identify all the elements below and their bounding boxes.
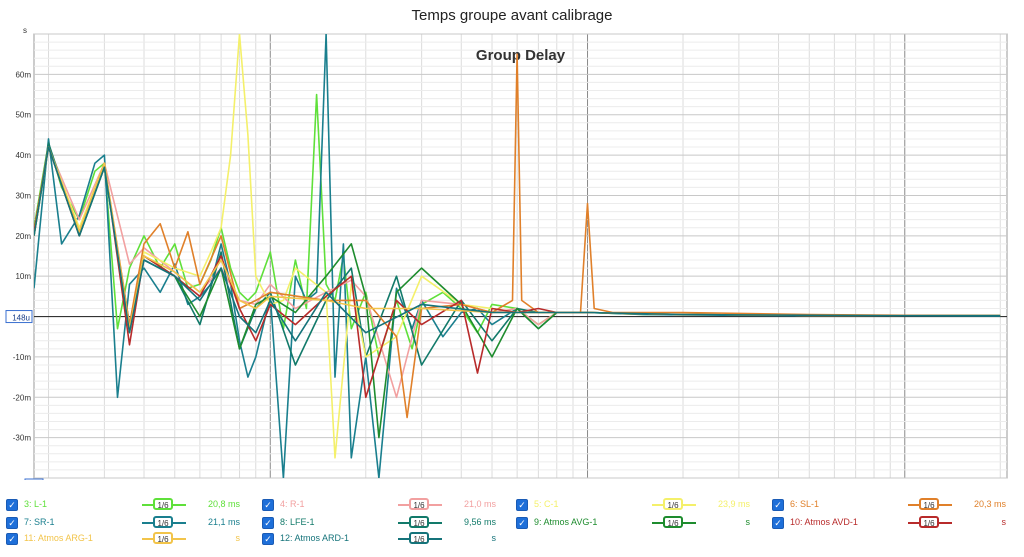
smoothing-label: 1/6 bbox=[919, 516, 939, 528]
y-tick-label: 60m bbox=[15, 70, 31, 79]
legend-series-name: 7: SR-1 bbox=[24, 517, 55, 527]
series-visibility-checkbox[interactable]: ✓ bbox=[516, 517, 528, 529]
legend-entry: ✓ 9: Atmos AVG-1 1/6 s bbox=[516, 515, 766, 533]
y-tick-label: -10m bbox=[13, 353, 32, 362]
legend-entry: ✓ 5: C-1 1/6 23,9 ms bbox=[516, 497, 766, 515]
legend-entry: ✓ 7: SR-1 1/6 21,1 ms bbox=[6, 515, 256, 533]
smoothing-label: 1/6 bbox=[409, 498, 429, 510]
y-tick-label: -20m bbox=[13, 393, 32, 402]
reference-marker-box bbox=[5, 310, 33, 324]
legend-entry: ✓ 8: LFE-1 1/6 9,56 ms bbox=[262, 515, 512, 533]
legend-entry: ✓ 10: Atmos AVD-1 1/6 s bbox=[772, 515, 1022, 533]
legend-delay-value: 21,1 ms bbox=[207, 517, 240, 527]
smoothing-selector[interactable]: 1/6 bbox=[142, 498, 186, 510]
legend-series-name: 4: R-1 bbox=[280, 499, 305, 509]
reference-marker: 148u bbox=[12, 314, 30, 323]
series-visibility-checkbox[interactable]: ✓ bbox=[6, 517, 18, 529]
series-visibility-checkbox[interactable]: ✓ bbox=[262, 499, 274, 511]
series-line bbox=[34, 146, 1001, 342]
legend-delay-value: 23,9 ms bbox=[717, 499, 750, 509]
legend-series-name: 10: Atmos AVD-1 bbox=[790, 517, 858, 527]
series-visibility-checkbox[interactable]: ✓ bbox=[772, 517, 784, 529]
legend-row: ✓ 7: SR-1 1/6 21,1 ms ✓ 8: LFE-1 1/6 9,56 ms ✓ 9:… bbox=[0, 515, 1024, 533]
x-start-marker-box bbox=[24, 478, 44, 480]
legend-delay-value: 20,8 ms bbox=[207, 499, 240, 509]
smoothing-selector[interactable]: 1/6 bbox=[652, 498, 696, 510]
y-tick-label: 40m bbox=[15, 151, 31, 160]
group-delay-chart: Group Delay s 60m 50m 40m 30m 20m 10m -10m -20m -3… bbox=[5, 26, 1008, 480]
legend-delay-value: 9,56 ms bbox=[463, 517, 496, 527]
y-tick-label: -30m bbox=[13, 434, 32, 443]
legend-series-name: 11: Atmos ARG-1 bbox=[24, 533, 93, 543]
legend-entry: ✓ 4: R-1 1/6 21,0 ms bbox=[262, 497, 512, 515]
smoothing-selector[interactable]: 1/6 bbox=[398, 498, 442, 510]
chart-title: Group Delay bbox=[476, 47, 566, 64]
series-visibility-checkbox[interactable]: ✓ bbox=[6, 533, 18, 545]
legend-entry: ✓ 12: Atmos ARD-1 1/6 s bbox=[262, 531, 512, 549]
legend-series-name: 9: Atmos AVG-1 bbox=[534, 517, 598, 527]
legend-series-name: 12: Atmos ARD-1 bbox=[280, 533, 350, 543]
smoothing-label: 1/6 bbox=[153, 498, 173, 510]
series-visibility-checkbox[interactable]: ✓ bbox=[516, 499, 528, 511]
y-tick-label: 30m bbox=[15, 191, 31, 200]
legend-delay-value: s bbox=[491, 533, 497, 543]
smoothing-selector[interactable]: 1/6 bbox=[398, 516, 442, 528]
legend-delay-value: 20,3 ms bbox=[973, 499, 1006, 509]
smoothing-selector[interactable]: 1/6 bbox=[398, 532, 442, 544]
series-visibility-checkbox[interactable]: ✓ bbox=[6, 499, 18, 511]
smoothing-label: 1/6 bbox=[663, 516, 683, 528]
smoothing-label: 1/6 bbox=[663, 498, 683, 510]
smoothing-label: 1/6 bbox=[409, 532, 429, 544]
y-tick-label: 50m bbox=[15, 111, 31, 120]
y-axis-unit: s bbox=[23, 26, 27, 35]
window-title: Temps groupe avant calibrage bbox=[411, 7, 613, 24]
series-visibility-checkbox[interactable]: ✓ bbox=[772, 499, 784, 511]
smoothing-label: 1/6 bbox=[153, 532, 173, 544]
legend-delay-value: s bbox=[235, 533, 241, 543]
legend-series-name: 5: C-1 bbox=[534, 499, 559, 509]
smoothing-label: 1/6 bbox=[153, 516, 173, 528]
y-tick-label: 10m bbox=[15, 272, 31, 281]
smoothing-selector[interactable]: 1/6 bbox=[142, 516, 186, 528]
legend-series-name: 6: SL-1 bbox=[790, 499, 820, 509]
legend-delay-value: s bbox=[1001, 517, 1007, 527]
smoothing-selector[interactable]: 1/6 bbox=[652, 516, 696, 528]
legend-delay-value: 21,0 ms bbox=[463, 499, 496, 509]
series-visibility-checkbox[interactable]: ✓ bbox=[262, 533, 274, 545]
legend-entry: ✓ 6: SL-1 1/6 20,3 ms bbox=[772, 497, 1022, 515]
legend-delay-value: s bbox=[745, 517, 751, 527]
series-visibility-checkbox[interactable]: ✓ bbox=[262, 517, 274, 529]
smoothing-selector[interactable]: 1/6 bbox=[142, 532, 186, 544]
smoothing-selector[interactable]: 1/6 bbox=[908, 498, 952, 510]
legend-row: ✓ 3: L-1 1/6 20,8 ms ✓ 4: R-1 1/6 21,0 ms ✓ 5: C-… bbox=[0, 497, 1024, 515]
y-tick-label: 20m bbox=[15, 232, 31, 241]
legend-row: ✓ 11: Atmos ARG-1 1/6 s ✓ 12: Atmos ARD-1 1/6 s bbox=[0, 531, 1024, 549]
legend-series-name: 3: L-1 bbox=[24, 499, 48, 509]
smoothing-selector[interactable]: 1/6 bbox=[908, 516, 952, 528]
smoothing-label: 1/6 bbox=[919, 498, 939, 510]
series-line bbox=[34, 53, 1001, 419]
legend-entry: ✓ 3: L-1 1/6 20,8 ms bbox=[6, 497, 256, 515]
legend-entry: ✓ 11: Atmos ARG-1 1/6 s bbox=[6, 531, 256, 549]
legend-series-name: 8: LFE-1 bbox=[280, 517, 315, 527]
smoothing-label: 1/6 bbox=[409, 516, 429, 528]
